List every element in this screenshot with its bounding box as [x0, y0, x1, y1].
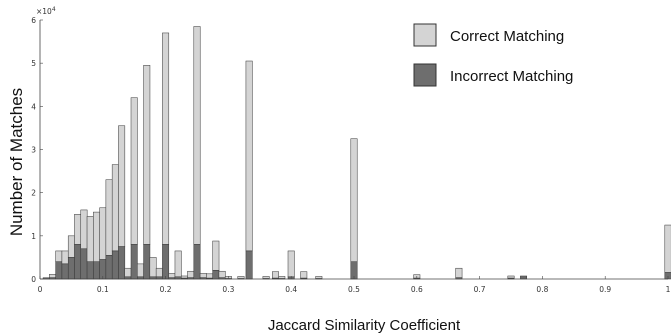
bar-correct-matching: [507, 275, 515, 279]
bar-correct-matching: [67, 235, 75, 258]
bar-incorrect-matching: [55, 261, 63, 280]
bar-correct-matching: [143, 65, 151, 245]
bar-correct-matching: [237, 276, 245, 279]
bar-correct-matching: [162, 32, 170, 245]
bar-incorrect-matching: [118, 246, 126, 280]
bar-correct-matching: [187, 270, 195, 278]
y-tick-label: 1: [31, 232, 36, 241]
y-exponent-label: ×104: [36, 6, 56, 16]
x-tick-label: 0.6: [411, 285, 423, 294]
x-tick-label: 0.5: [348, 285, 360, 294]
y-tick-label: 2: [31, 189, 36, 198]
y-tick-label: 3: [31, 146, 36, 155]
bar-incorrect-matching: [162, 244, 170, 280]
y-tick-label: 6: [31, 16, 36, 25]
bar-correct-matching: [272, 271, 279, 279]
bar-incorrect-matching: [111, 250, 119, 280]
bar-correct-matching: [193, 26, 201, 245]
bar-correct-matching: [137, 263, 144, 278]
bar-correct-matching: [455, 267, 463, 278]
bar-incorrect-matching: [130, 244, 138, 280]
x-tick-label: 0.2: [160, 285, 172, 294]
bar-incorrect-matching: [93, 261, 100, 280]
bar-correct-matching: [49, 274, 57, 278]
y-axis-label: Number of Matches: [7, 88, 26, 236]
bar-correct-matching: [111, 164, 119, 252]
bar-correct-matching: [180, 275, 188, 279]
bar-correct-matching: [61, 250, 69, 265]
legend-swatch-incorrect: [413, 63, 437, 87]
bar-correct-matching: [155, 267, 163, 278]
bar-incorrect-matching: [80, 248, 88, 280]
x-tick-label: 0.4: [285, 285, 297, 294]
x-tick-label: 0.3: [222, 285, 234, 294]
bar-correct-matching: [199, 273, 207, 278]
x-tick-label: 0.1: [97, 285, 109, 294]
legend: Correct Matching Incorrect Matching: [413, 23, 573, 87]
bars: [42, 26, 671, 280]
axes: 0 0.1 0.2 0.3 0.4 0.5 0.6 0.7 0.8 0.9 1 0 1 2 3 4 5 6: [31, 16, 670, 294]
bar-correct-matching: [287, 250, 295, 278]
y-tick-label: 5: [31, 59, 36, 68]
bar-correct-matching: [278, 276, 286, 279]
bar-incorrect-matching: [74, 244, 82, 280]
x-tick-label: 0: [38, 285, 43, 294]
bar-correct-matching: [130, 97, 138, 245]
x-axis-label: Jaccard Similarity Coefficient: [268, 317, 461, 334]
bar-correct-matching: [300, 271, 308, 279]
x-tick-label: 1: [666, 285, 671, 294]
bar-correct-matching: [99, 207, 107, 260]
bar-correct-matching: [149, 257, 157, 278]
bar-correct-matching: [86, 216, 94, 262]
bar-incorrect-matching: [67, 257, 75, 280]
bar-incorrect-matching: [61, 263, 69, 280]
bar-correct-matching: [55, 250, 63, 262]
bar-correct-matching: [218, 270, 226, 278]
legend-label-correct: Correct Matching: [450, 28, 564, 45]
bar-incorrect-matching: [212, 270, 220, 280]
bar-correct-matching: [212, 240, 220, 271]
bar-correct-matching: [245, 60, 253, 252]
bar-correct-matching: [206, 273, 214, 279]
bar-correct-matching: [93, 211, 100, 262]
bar-correct-matching: [168, 273, 176, 278]
bar-correct-matching: [174, 250, 182, 278]
bar-correct-matching: [664, 224, 671, 273]
legend-swatch-correct: [413, 23, 437, 47]
bar-correct-matching: [124, 267, 132, 278]
bar-correct-matching: [80, 209, 88, 250]
x-tick-label: 0.9: [599, 285, 611, 294]
bar-incorrect-matching: [143, 244, 151, 280]
x-tick-label: 0.8: [536, 285, 548, 294]
bar-correct-matching: [350, 138, 358, 262]
y-tick-label: 0: [31, 275, 36, 284]
y-tick-label: 4: [31, 102, 36, 111]
bar-incorrect-matching: [86, 261, 94, 280]
bar-correct-matching: [262, 276, 270, 279]
bar-incorrect-matching: [193, 244, 201, 280]
bar-correct-matching: [74, 214, 82, 245]
bar-correct-matching: [315, 276, 323, 279]
legend-label-incorrect: Incorrect Matching: [450, 68, 573, 85]
bar-correct-matching: [118, 125, 126, 247]
x-tick-label: 0.7: [474, 285, 486, 294]
bar-correct-matching: [105, 179, 113, 256]
bar-incorrect-matching: [105, 255, 113, 280]
bar-incorrect-matching: [245, 250, 253, 280]
